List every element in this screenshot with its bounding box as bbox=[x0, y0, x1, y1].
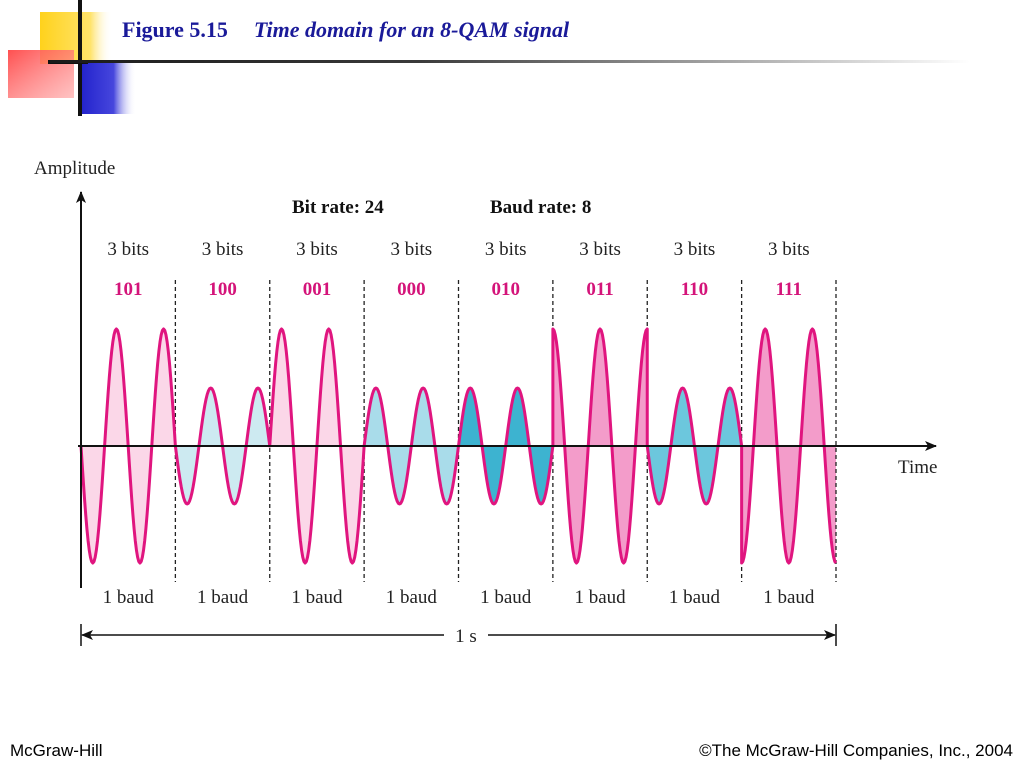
baud-label: 1 baud bbox=[763, 587, 815, 608]
logo-red-square bbox=[8, 50, 74, 98]
bit-code-label: 100 bbox=[208, 279, 237, 300]
figure-label: Figure 5.15 bbox=[122, 17, 228, 42]
baud-label: 1 baud bbox=[480, 587, 532, 608]
footer-publisher: McGraw-Hill bbox=[10, 741, 103, 760]
qam-signal-waveform bbox=[79, 327, 838, 565]
bits-label: 3 bits bbox=[674, 239, 716, 260]
logo-blue-square bbox=[80, 62, 136, 114]
baud-rate-label: Baud rate: 8 bbox=[490, 197, 591, 218]
bits-label: 3 bits bbox=[202, 239, 244, 260]
bits-label: 3 bits bbox=[485, 239, 527, 260]
title-divider bbox=[50, 60, 970, 63]
bit-code-label: 101 bbox=[114, 279, 143, 300]
bit-code-label: 011 bbox=[586, 279, 613, 300]
slide-title: Figure 5.15 Time domain for an 8-QAM sign… bbox=[122, 17, 569, 43]
bit-code-label: 110 bbox=[681, 279, 708, 300]
logo-vertical-bar bbox=[78, 0, 82, 116]
bits-label: 3 bits bbox=[768, 239, 810, 260]
bit-code-label: 010 bbox=[491, 279, 520, 300]
baud-label: 1 baud bbox=[669, 587, 721, 608]
segment-label-layer: 3 bits 101 1 baud 3 bits 100 1 baud 3 bits 001 1… bbox=[103, 239, 815, 608]
baud-label: 1 baud bbox=[103, 587, 155, 608]
footer-copyright: ©The McGraw-Hill Companies, Inc., 2004 bbox=[699, 741, 1013, 760]
bits-label: 3 bits bbox=[296, 239, 338, 260]
bits-label: 3 bits bbox=[107, 239, 149, 260]
bit-code-label: 001 bbox=[303, 279, 332, 300]
signal-stroke-layer bbox=[79, 327, 838, 565]
figure-caption: Time domain for an 8-QAM signal bbox=[253, 17, 570, 42]
baud-label: 1 baud bbox=[386, 587, 438, 608]
bit-code-label: 000 bbox=[397, 279, 426, 300]
x-axis-label: Time bbox=[898, 457, 937, 478]
bit-code-label: 111 bbox=[776, 279, 802, 300]
bits-label: 3 bits bbox=[390, 239, 432, 260]
baud-label: 1 baud bbox=[574, 587, 626, 608]
baud-label: 1 baud bbox=[291, 587, 343, 608]
bit-rate-label: Bit rate: 24 bbox=[292, 197, 384, 218]
duration-label: 1 s bbox=[455, 626, 477, 647]
y-axis-label: Amplitude bbox=[34, 158, 115, 179]
baud-label: 1 baud bbox=[197, 587, 249, 608]
slide-logo-decoration bbox=[8, 0, 136, 116]
bits-label: 3 bits bbox=[579, 239, 621, 260]
